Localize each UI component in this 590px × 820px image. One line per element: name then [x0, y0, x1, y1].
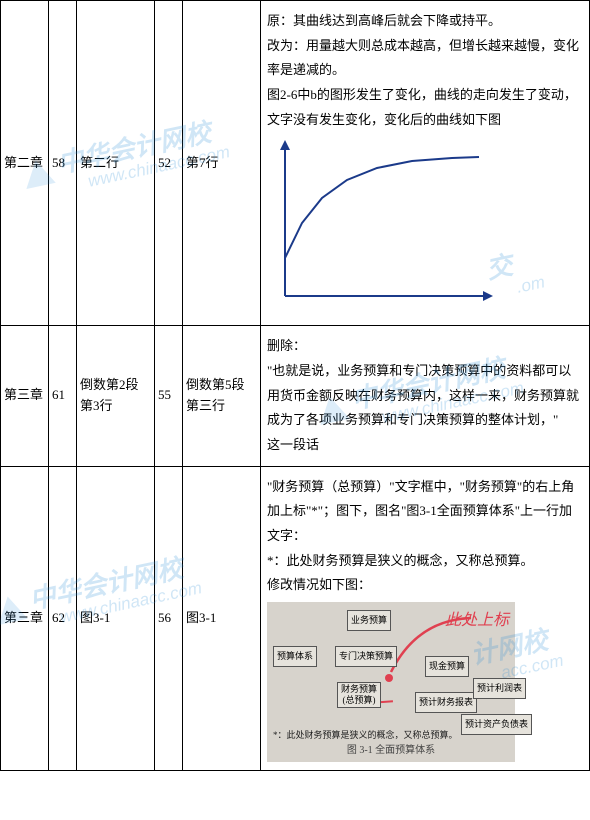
cell-chapter: 第三章 [1, 466, 49, 770]
desc-line: *：此处财务预算是狭义的概念，又称总预算。 [267, 549, 583, 574]
chart-curve [285, 157, 479, 258]
diagram-box: 财务预算 (总预算) [337, 682, 381, 708]
cell-desc: "财务预算（总预算）"文字框中，"财务预算"的右上角加上标"*"；图下，图名"图… [261, 466, 590, 770]
cell-page-a: 61 [49, 326, 77, 466]
desc-line: 改为：用量越大则总成本越高，但增长越来越慢，变化率是递减的。 [267, 34, 583, 83]
cell-loc-b: 倒数第5段第三行 [183, 326, 261, 466]
desc-line: 删除： [267, 334, 583, 359]
table-row: 第三章 62 图3-1 56 图3-1 "财务预算（总预算）"文字框中，"财务预… [1, 466, 590, 770]
cell-page-b: 52 [155, 1, 183, 326]
cell-chapter: 第三章 [1, 326, 49, 466]
cell-page-a: 62 [49, 466, 77, 770]
y-arrow [280, 140, 290, 150]
desc-line: 原：其曲线达到高峰后就会下降或持平。 [267, 9, 583, 34]
cell-chapter: 第二章 [1, 1, 49, 326]
cell-page-a: 58 [49, 1, 77, 326]
diagram-box: 预计资产负债表 [461, 714, 532, 735]
cell-page-b: 55 [155, 326, 183, 466]
cell-desc: 原：其曲线达到高峰后就会下降或持平。 改为：用量越大则总成本越高，但增长越来越慢… [261, 1, 590, 326]
diagram-box: 专门决策预算 [335, 646, 397, 667]
table-row: 第二章 58 第二行 52 第7行 原：其曲线达到高峰后就会下降或持平。 改为：… [1, 1, 590, 326]
cell-loc-a: 图3-1 [77, 466, 155, 770]
diagram-box: 预计财务报表 [415, 692, 477, 713]
desc-line: "也就是说，业务预算和专门决策预算中的资料都可以用货币金额反映在财务预算内，这样… [267, 359, 583, 433]
cell-loc-b: 图3-1 [183, 466, 261, 770]
desc-line: "财务预算（总预算）"文字框中，"财务预算"的右上角加上标"*"；图下，图名"图… [267, 475, 583, 549]
diagram-caption: 图 3-1 全面预算体系 [267, 741, 515, 760]
flow-diagram: 此处上标 *：此处财务预算是狭义的概念，又称总预算。 图 3-1 全面预算体系 … [267, 602, 515, 762]
desc-line: 图2-6中b的图形发生了变化，曲线的走向发生了变动，文字没有发生变化，变化后的曲… [267, 83, 583, 132]
x-arrow [483, 291, 493, 301]
table-row: 第三章 61 倒数第2段第3行 55 倒数第5段第三行 删除： "也就是说，业务… [1, 326, 590, 466]
cell-desc: 删除： "也就是说，业务预算和专门决策预算中的资料都可以用货币金额反映在财务预算… [261, 326, 590, 466]
cell-page-b: 56 [155, 466, 183, 770]
diagram-box: 预计利润表 [473, 678, 526, 699]
desc-line: 修改情况如下图： [267, 573, 583, 598]
red-dot [385, 674, 393, 682]
diagram-box: 预算体系 [273, 646, 317, 667]
diagram-box: 现金预算 [425, 656, 469, 677]
desc-line: 这一段话 [267, 433, 583, 458]
cell-loc-a: 倒数第2段第3行 [77, 326, 155, 466]
curve-chart [267, 138, 497, 308]
errata-table: 第二章 58 第二行 52 第7行 原：其曲线达到高峰后就会下降或持平。 改为：… [0, 0, 590, 771]
cell-loc-a: 第二行 [77, 1, 155, 326]
diagram-box: 业务预算 [347, 610, 391, 631]
cell-loc-b: 第7行 [183, 1, 261, 326]
